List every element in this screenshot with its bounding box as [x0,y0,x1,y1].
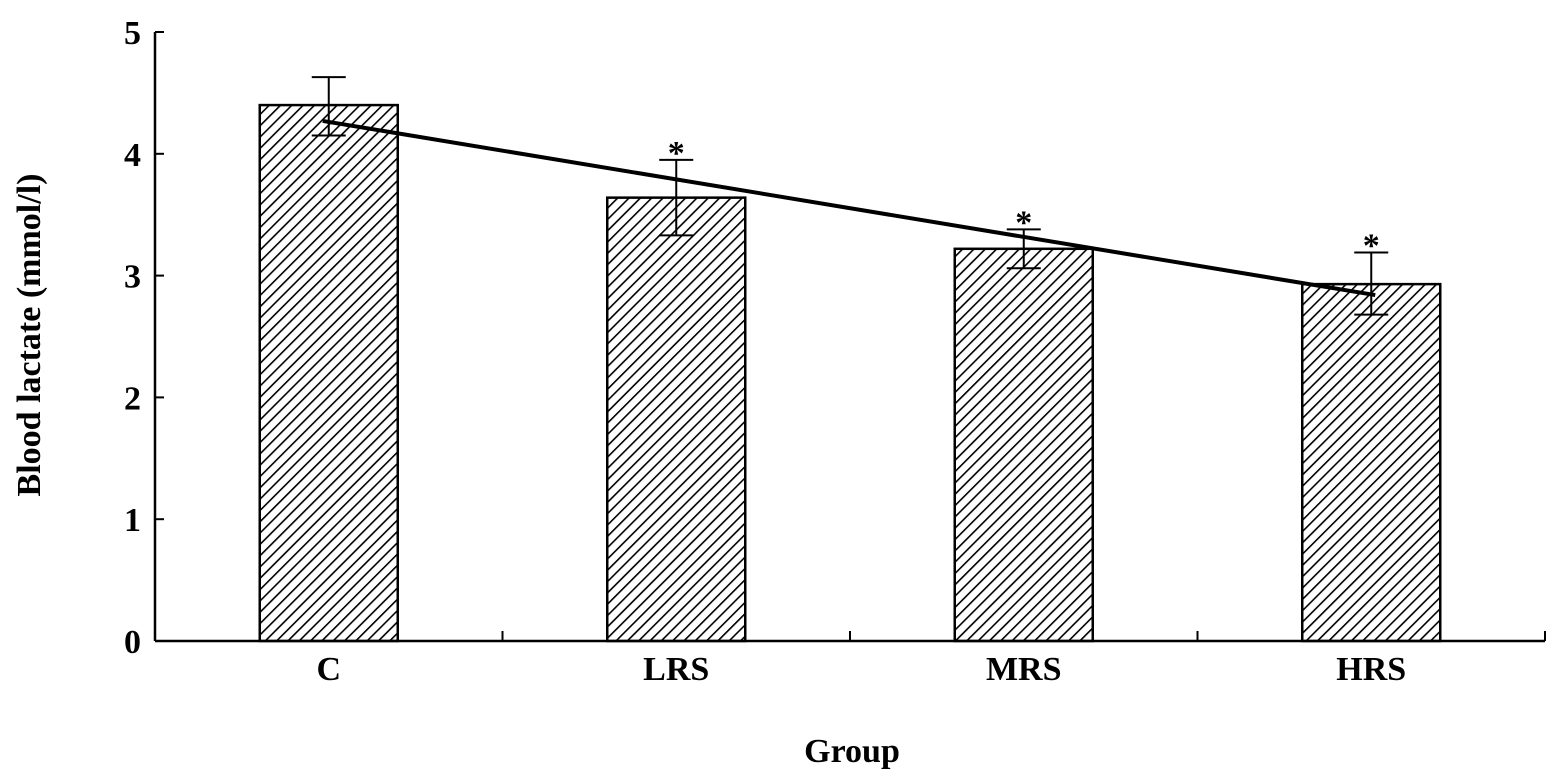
x-tick-label-lrs: LRS [643,651,709,688]
bar-lrs [606,196,747,643]
trendline-layer [322,118,1376,298]
significance-marker-lrs: * [668,135,685,172]
x-tick-label-c: C [316,651,341,688]
y-tick-label-1: 1 [124,502,141,539]
x-tick-label-hrs: HRS [1336,651,1406,688]
x-axis-title: Group [804,733,900,770]
x-tick-label-mrs: MRS [986,651,1062,688]
bar-hrs [1301,282,1442,643]
y-tick-label-0: 0 [124,624,141,661]
bar-c [258,103,399,643]
significance-marker-mrs: * [1015,204,1032,241]
bar-mrs [953,247,1094,643]
labels-layer: Blood lactate (mmol/l) Group [11,174,900,770]
y-tick-label-5: 5 [124,15,141,52]
error-bars-layer: * * * [311,76,1389,316]
y-tick-label-3: 3 [124,259,141,296]
bars-layer [258,103,1442,643]
y-tick-label-2: 2 [124,380,141,417]
trendline [322,118,1376,298]
significance-marker-hrs: * [1363,227,1380,264]
y-tick-label-4: 4 [124,137,141,174]
y-axis-title: Blood lactate (mmol/l) [11,174,48,497]
axes-layer: 0 1 2 3 4 5 C LRS MRS HRS [124,15,1546,688]
